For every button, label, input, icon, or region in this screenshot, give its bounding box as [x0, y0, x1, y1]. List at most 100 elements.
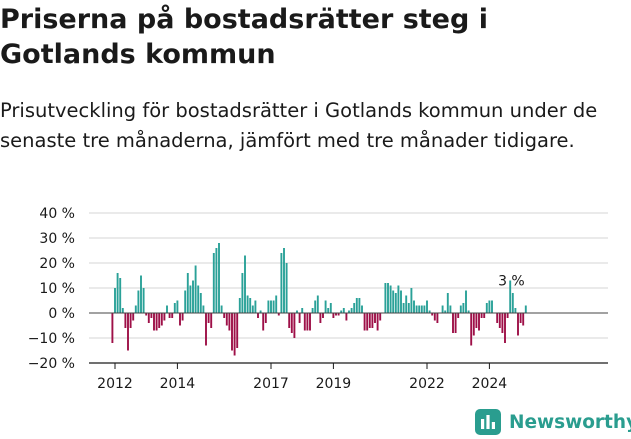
bar — [433, 313, 436, 321]
x-tick-label: 2017 — [253, 376, 289, 392]
bar — [301, 308, 304, 313]
bar — [483, 313, 486, 318]
bar — [496, 313, 499, 323]
bar — [342, 308, 345, 313]
bar — [329, 303, 332, 313]
bar — [472, 313, 475, 336]
bar — [210, 313, 213, 328]
bar — [509, 280, 512, 313]
bar — [236, 313, 239, 348]
bar — [363, 313, 366, 331]
bar — [233, 313, 236, 356]
price-change-bar-chart: −20 % −10 % 0 % 10 % 20 % 30 % 40 % 2012 2014 201… — [28, 206, 608, 392]
bar — [335, 313, 337, 316]
x-tick-label: 2019 — [316, 376, 352, 392]
y-tick-label: −20 % — [28, 356, 75, 372]
bar — [137, 290, 140, 313]
bar — [199, 293, 202, 313]
bar — [184, 290, 187, 313]
bar — [340, 310, 343, 313]
bar — [176, 300, 179, 313]
x-tick-label: 2024 — [472, 376, 508, 392]
bar — [400, 290, 402, 313]
bar — [288, 313, 291, 328]
bar — [264, 313, 267, 323]
bar — [121, 308, 124, 313]
bar — [223, 313, 226, 318]
bar — [517, 313, 519, 336]
bar — [163, 313, 166, 321]
bar — [197, 285, 200, 313]
bar — [150, 313, 153, 318]
bar — [277, 313, 280, 316]
bar — [506, 313, 509, 318]
bar — [262, 313, 265, 331]
bar — [480, 313, 483, 318]
bar — [171, 313, 174, 318]
bar — [504, 313, 506, 343]
bar — [285, 263, 288, 313]
bar — [420, 305, 423, 313]
bar — [296, 310, 298, 313]
bar — [306, 313, 309, 331]
bar — [322, 313, 324, 318]
bar — [246, 295, 249, 313]
bar — [392, 290, 395, 313]
bar — [470, 313, 473, 346]
bar — [181, 313, 184, 321]
y-tick-label: −10 % — [28, 331, 75, 347]
newsworthy-logo-icon — [475, 409, 501, 435]
bar — [485, 303, 488, 313]
bar — [376, 313, 379, 331]
bar — [467, 310, 470, 313]
bar — [303, 313, 306, 331]
bar — [238, 298, 241, 313]
bar — [280, 253, 283, 313]
bar — [426, 300, 428, 313]
x-tick-label: 2014 — [160, 376, 196, 392]
y-tick-label: 20 % — [39, 256, 75, 272]
bar — [501, 313, 504, 333]
bar — [116, 273, 119, 313]
bar — [488, 300, 491, 313]
y-tick-label: 10 % — [39, 281, 75, 297]
bar — [457, 313, 460, 318]
brand-name: Newsworthy — [509, 411, 631, 433]
bar — [192, 280, 194, 313]
bar — [212, 253, 215, 313]
bar — [145, 313, 148, 316]
bar — [257, 313, 259, 318]
bar — [168, 313, 171, 318]
latest-value-annotation: 3 % — [498, 274, 525, 290]
bar — [407, 303, 410, 313]
bar — [459, 305, 462, 313]
bar — [394, 293, 397, 313]
bar — [428, 310, 431, 313]
bar — [111, 313, 114, 343]
x-tick-label: 2022 — [409, 376, 445, 392]
bar — [478, 313, 480, 331]
bar — [129, 313, 132, 328]
bar — [314, 300, 317, 313]
bar — [384, 283, 387, 313]
bar — [353, 303, 356, 313]
bar — [132, 313, 135, 321]
bar — [309, 313, 311, 331]
bar — [147, 313, 150, 323]
bar — [389, 285, 392, 313]
bar — [522, 313, 525, 326]
bar — [160, 313, 163, 326]
bar — [251, 305, 254, 313]
bar — [290, 313, 293, 333]
bar — [348, 310, 350, 313]
bar — [249, 298, 252, 313]
bar — [231, 313, 233, 351]
bar — [272, 300, 275, 313]
bar — [371, 313, 374, 328]
bar — [293, 313, 296, 338]
bar — [402, 303, 405, 313]
bar — [441, 305, 444, 313]
bar — [410, 288, 413, 313]
bar — [397, 285, 400, 313]
bar — [327, 308, 330, 313]
